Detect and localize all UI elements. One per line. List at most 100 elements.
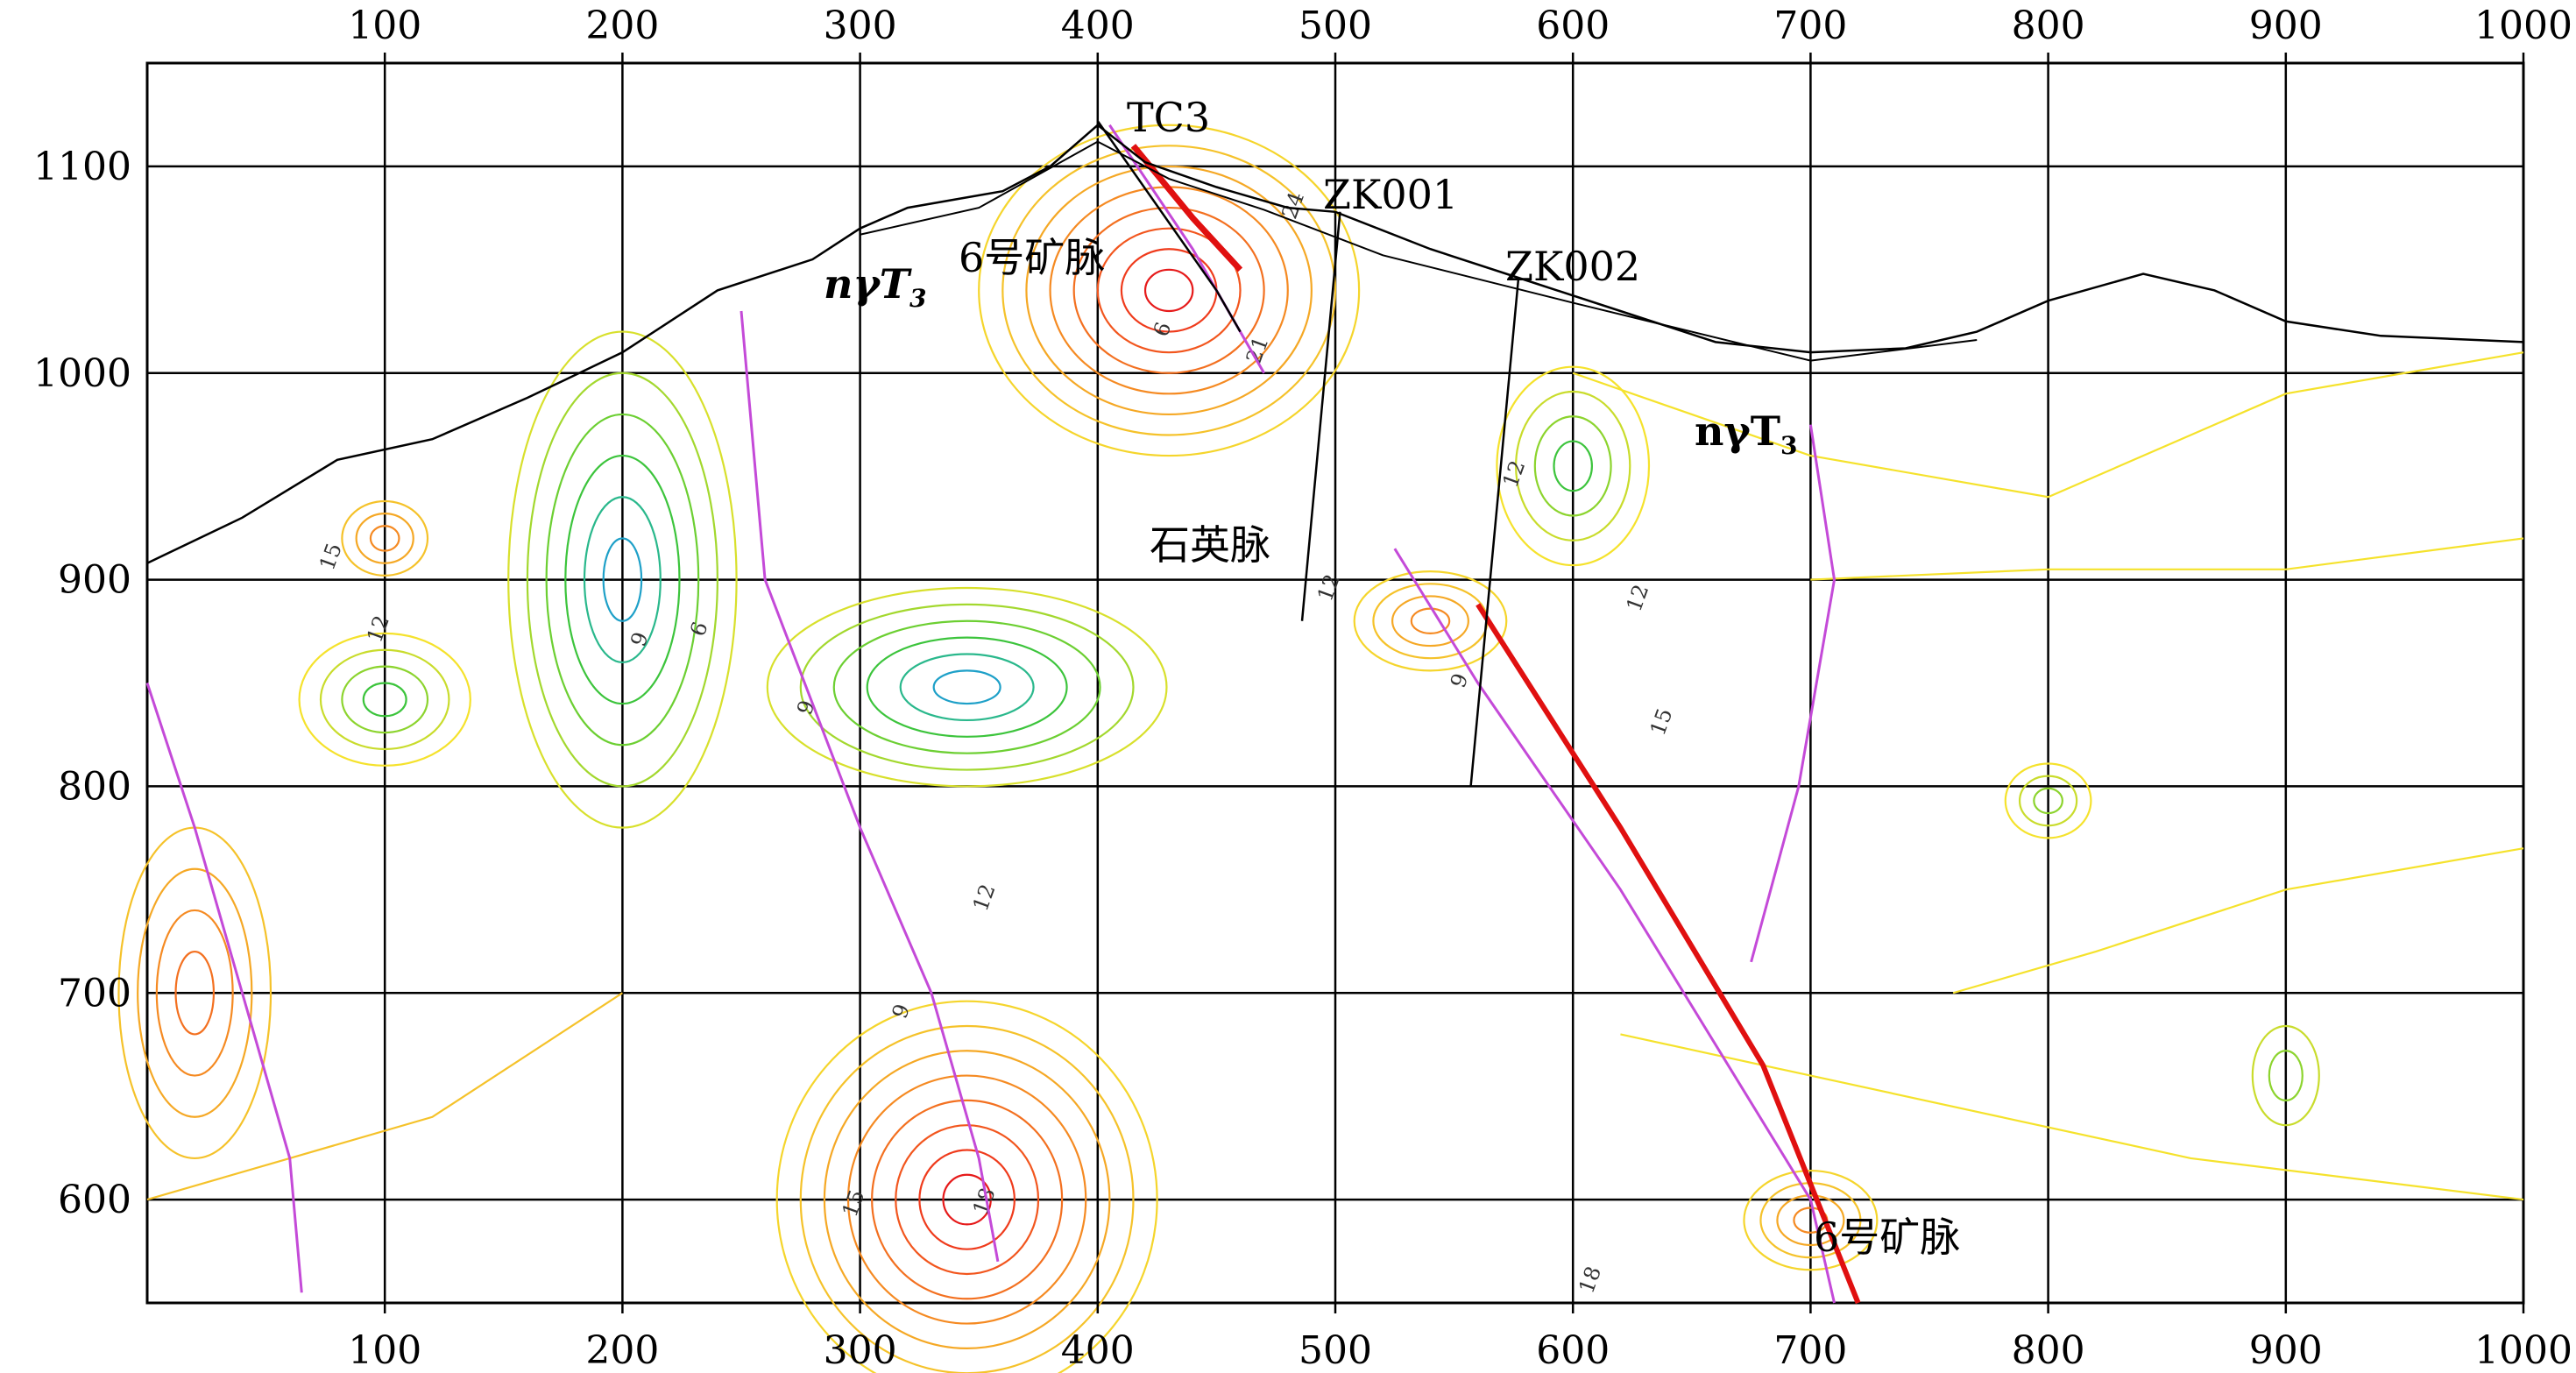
vein-6-top-label: 6号矿脉: [959, 234, 1105, 281]
geology-features: [145, 120, 1861, 1305]
quartz-vein-line: [1393, 548, 1836, 1304]
contour-value-label: 9: [626, 629, 654, 650]
contour-line: [1572, 351, 2524, 499]
contour-ring: [1096, 227, 1242, 354]
contour-ring: [1372, 583, 1489, 660]
x-tick-label-top: 700: [1773, 4, 1847, 48]
x-tick-label-bottom: 400: [1061, 1328, 1135, 1373]
contour-ring: [362, 682, 407, 718]
contour-ring: [799, 603, 1135, 771]
contour-ring: [1776, 1194, 1845, 1247]
contour-ring: [1025, 165, 1313, 416]
contour-ring: [978, 124, 1361, 457]
contour-value-label: 12: [1622, 581, 1654, 614]
contour-ring: [137, 867, 253, 1118]
y-tick-label: 800: [58, 764, 131, 809]
contour-ring: [1496, 365, 1651, 567]
contour-ring: [602, 537, 643, 622]
x-tick-label-bottom: 1000: [2474, 1328, 2572, 1373]
axis-ticks: 100 100 200 200 300 300 400 400 500 500 600 600 700 7…: [33, 4, 2572, 1373]
contour-ring: [895, 1124, 1040, 1276]
contour-ring: [507, 330, 738, 829]
x-tick-label-bottom: 200: [585, 1328, 659, 1373]
contour-ring: [2268, 1050, 2304, 1101]
tc3-label: TC3: [1127, 94, 1210, 141]
contour-lines: [117, 124, 2524, 1373]
contour-ring: [942, 1173, 992, 1226]
contour-value-label: 12: [1498, 457, 1531, 491]
contour-line: [146, 992, 624, 1201]
contour-ring: [2251, 1024, 2320, 1127]
orebody-vein-6: [1476, 603, 1861, 1305]
y-tick-label: 1100: [33, 145, 131, 189]
contour-ring: [545, 413, 700, 747]
x-tick-label-top: 800: [2012, 4, 2085, 48]
x-tick-label-bottom: 500: [1299, 1328, 1372, 1373]
x-tick-label-top: 900: [2249, 4, 2323, 48]
contour-ring: [1533, 415, 1612, 517]
contour-ring: [298, 632, 471, 767]
x-tick-label-top: 500: [1299, 4, 1372, 48]
contour-ring: [932, 669, 1001, 705]
contour-ring: [2033, 787, 2063, 815]
contour-ring: [2018, 775, 2078, 827]
contour-ring: [775, 1000, 1158, 1373]
contour-ring: [174, 950, 216, 1036]
y-tick-label: 700: [58, 971, 131, 1016]
contour-value-label: 9: [1446, 670, 1474, 691]
contour-value-label: 12: [1313, 570, 1345, 604]
x-tick-label-top: 1000: [2474, 4, 2572, 48]
trench-tc3: [1096, 120, 1242, 333]
drillhole-zk002: [1469, 280, 1520, 787]
contour-ring: [899, 653, 1035, 722]
contour-ring: [583, 496, 662, 664]
surface-profile: [146, 124, 2524, 564]
topographic-surface-line: [146, 124, 2524, 564]
contour-ring: [1001, 145, 1337, 436]
contour-ring: [766, 586, 1168, 788]
grid-lines: [147, 63, 2523, 1303]
zk002-label: ZK002: [1505, 243, 1640, 290]
x-tick-label-bottom: 700: [1773, 1328, 1847, 1373]
x-tick-label-bottom: 600: [1536, 1328, 1610, 1373]
contour-ring: [1353, 570, 1508, 672]
contour-ring: [526, 372, 718, 788]
x-tick-label-bottom: 300: [824, 1328, 897, 1373]
contour-value-label: 6: [685, 619, 713, 640]
zk001-label: ZK001: [1323, 171, 1458, 218]
drillhole-zk001: [1300, 211, 1341, 621]
contour-value-label: 18: [1574, 1263, 1606, 1297]
contour-ring: [1515, 390, 1631, 541]
quartz-vein-line: [740, 310, 1000, 1263]
x-tick-label-top: 300: [824, 4, 897, 48]
contour-ring: [1120, 248, 1218, 333]
contour-value-label: 15: [1645, 705, 1678, 739]
x-tick-label-bottom: 900: [2249, 1328, 2323, 1373]
contour-ring: [341, 499, 429, 577]
contour-ring: [369, 525, 400, 552]
contour-ring: [2004, 762, 2092, 839]
x-tick-label-top: 600: [1536, 4, 1610, 48]
quartz-vein-line: [145, 683, 303, 1293]
contour-ring: [1553, 440, 1593, 492]
y-tick-label: 900: [58, 558, 131, 603]
contour-ring: [823, 1050, 1111, 1349]
contour-ring: [1743, 1169, 1879, 1271]
contour-ring: [355, 513, 414, 564]
x-tick-label-bottom: 100: [348, 1328, 421, 1373]
quartz-vein-line: [1750, 424, 1836, 963]
contour-ring: [1072, 206, 1265, 374]
granite-symbol-left: nγT3: [824, 260, 927, 313]
granite-symbol-right: nγT3: [1695, 407, 1798, 460]
contour-ring: [341, 665, 429, 734]
contour-value-label: 15: [838, 1186, 870, 1220]
x-tick-label-bottom: 800: [2012, 1328, 2085, 1373]
y-tick-label: 600: [58, 1178, 131, 1222]
contour-value-label: 12: [968, 881, 1001, 914]
contour-ring: [564, 454, 681, 705]
contour-ring: [799, 1024, 1135, 1373]
x-tick-label-top: 200: [585, 4, 659, 48]
contour-ring: [918, 1149, 1016, 1250]
